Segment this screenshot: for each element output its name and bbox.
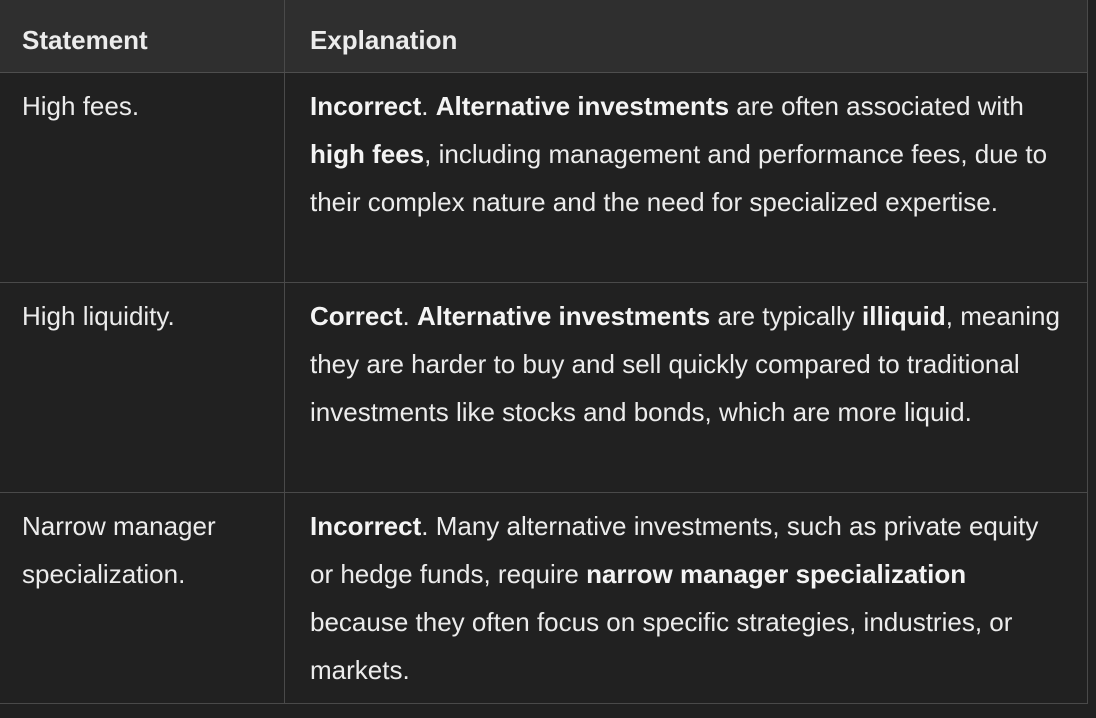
- header-statement: Statement: [0, 0, 285, 72]
- table-row: High fees. Incorrect. Alternative invest…: [0, 73, 1087, 283]
- page-background-strip: [0, 704, 1096, 718]
- text-segment: are often associated with: [729, 91, 1024, 121]
- bold-text: Correct: [310, 301, 403, 331]
- header-explanation: Explanation: [310, 25, 458, 55]
- explanation-cell: Correct. Alternative investments are typ…: [285, 283, 1087, 492]
- bold-text: Incorrect: [310, 91, 422, 121]
- bold-text: narrow manager specialization: [586, 559, 967, 589]
- text-segment: are typically: [710, 301, 862, 331]
- bold-text: illiquid: [862, 301, 946, 331]
- comparison-table: Statement Explanation High fees. Incorre…: [0, 0, 1088, 704]
- text-segment: , including management and performance f…: [310, 139, 1048, 217]
- statement-cell: High fees.: [0, 73, 285, 282]
- bold-text: high fees: [310, 139, 425, 169]
- text-segment: because they often focus on specific str…: [310, 607, 1013, 685]
- bold-text: Incorrect: [310, 511, 422, 541]
- table-row: Narrow manager specialization. Incorrect…: [0, 493, 1087, 704]
- table-row: High liquidity. Correct. Alternative inv…: [0, 283, 1087, 493]
- text-segment: .: [402, 301, 417, 331]
- explanation-cell: Incorrect. Alternative investments are o…: [285, 73, 1087, 282]
- table-header-row: Statement Explanation: [0, 0, 1087, 73]
- statement-cell: Narrow manager specialization.: [0, 493, 285, 703]
- text-segment: .: [421, 91, 436, 121]
- text-segment: , meaning they are harder to buy and sel…: [310, 301, 1060, 427]
- statement-cell: High liquidity.: [0, 283, 285, 492]
- bold-text: Alternative investments: [435, 91, 730, 121]
- text-segment: . Many alternative investments, such as …: [310, 511, 1039, 589]
- explanation-cell: Incorrect. Many alternative investments,…: [285, 493, 1087, 703]
- bold-text: Alternative investments: [416, 301, 711, 331]
